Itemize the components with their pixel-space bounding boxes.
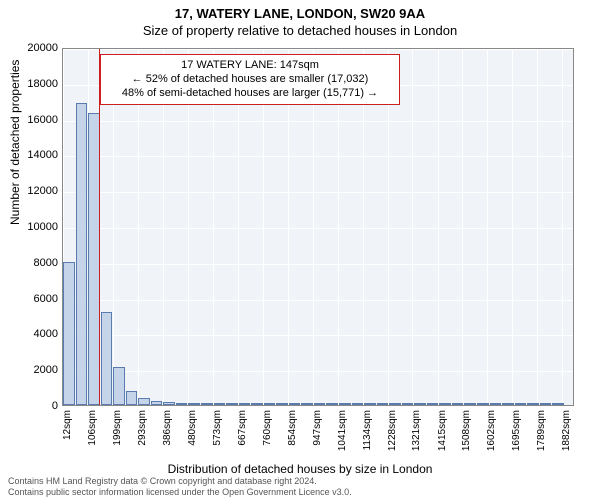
histogram-bar xyxy=(101,312,113,405)
x-tick-label: 480sqm xyxy=(187,410,198,455)
y-tick-label: 14000 xyxy=(18,149,58,161)
x-tick-label: 667sqm xyxy=(237,410,248,455)
histogram-bar xyxy=(188,403,200,405)
histogram-bar xyxy=(151,401,163,405)
title-main: 17, WATERY LANE, LONDON, SW20 9AA xyxy=(0,0,600,21)
footer-line-2: Contains public sector information licen… xyxy=(8,487,352,498)
x-tick-label: 1321sqm xyxy=(411,410,422,455)
annotation-line-3: 48% of semi-detached houses are larger (… xyxy=(109,87,391,101)
histogram-bar xyxy=(176,403,188,405)
gridline-vertical xyxy=(562,49,563,405)
x-tick-label: 1695sqm xyxy=(511,410,522,455)
y-tick-label: 0 xyxy=(18,400,58,412)
x-tick-label: 1134sqm xyxy=(362,410,373,455)
histogram-bar xyxy=(364,403,376,405)
histogram-bar xyxy=(301,403,313,405)
x-tick-label: 1882sqm xyxy=(561,410,572,455)
x-tick-label: 1508sqm xyxy=(461,410,472,455)
histogram-bar xyxy=(289,403,301,405)
histogram-bar xyxy=(113,367,125,405)
histogram-bar xyxy=(464,403,476,405)
y-tick-label: 6000 xyxy=(18,293,58,305)
histogram-bar xyxy=(251,403,263,405)
gridline-horizontal xyxy=(63,192,573,193)
y-tick-label: 4000 xyxy=(18,328,58,340)
histogram-bar xyxy=(540,403,552,405)
x-tick-label: 1602sqm xyxy=(486,410,497,455)
footer-line-1: Contains HM Land Registry data © Crown c… xyxy=(8,476,352,487)
histogram-bar xyxy=(552,403,564,405)
histogram-bar xyxy=(339,403,351,405)
annotation-line-2: ← 52% of detached houses are smaller (17… xyxy=(109,73,391,87)
histogram-bar xyxy=(326,403,338,405)
y-tick-label: 20000 xyxy=(18,42,58,54)
gridline-vertical xyxy=(412,49,413,405)
gridline-vertical xyxy=(462,49,463,405)
y-tick-label: 12000 xyxy=(18,185,58,197)
y-tick-label: 8000 xyxy=(18,257,58,269)
x-tick-label: 1228sqm xyxy=(387,410,398,455)
histogram-bar xyxy=(414,403,426,405)
histogram-bar xyxy=(490,403,502,405)
histogram-bar xyxy=(88,113,100,405)
histogram-bar xyxy=(63,262,75,405)
gridline-horizontal xyxy=(63,371,573,372)
histogram-bar xyxy=(527,403,539,405)
x-tick-label: 293sqm xyxy=(137,410,148,455)
gridline-horizontal xyxy=(63,49,573,50)
x-tick-label: 1789sqm xyxy=(536,410,547,455)
histogram-bar xyxy=(201,403,213,405)
gridline-horizontal xyxy=(63,300,573,301)
y-tick-label: 2000 xyxy=(18,364,58,376)
x-tick-label: 106sqm xyxy=(87,410,98,455)
histogram-bar xyxy=(389,403,401,405)
histogram-bar xyxy=(76,103,88,406)
gridline-horizontal xyxy=(63,156,573,157)
title-sub: Size of property relative to detached ho… xyxy=(0,21,600,38)
histogram-bar xyxy=(502,403,514,405)
gridline-horizontal xyxy=(63,121,573,122)
annotation-line-1: 17 WATERY LANE: 147sqm xyxy=(109,59,391,73)
x-tick-label: 854sqm xyxy=(287,410,298,455)
x-tick-label: 947sqm xyxy=(312,410,323,455)
histogram-bar xyxy=(352,403,364,405)
histogram-bar xyxy=(377,403,389,405)
histogram-bar xyxy=(452,403,464,405)
gridline-vertical xyxy=(512,49,513,405)
histogram-bar xyxy=(239,403,251,405)
gridline-horizontal xyxy=(63,264,573,265)
x-tick-label: 573sqm xyxy=(212,410,223,455)
histogram-bar xyxy=(126,391,138,405)
gridline-vertical xyxy=(487,49,488,405)
annotation-box: 17 WATERY LANE: 147sqm ← 52% of detached… xyxy=(100,54,400,105)
gridline-horizontal xyxy=(63,407,573,408)
x-tick-label: 199sqm xyxy=(112,410,123,455)
histogram-bar xyxy=(314,403,326,405)
gridline-vertical xyxy=(438,49,439,405)
x-tick-label: 760sqm xyxy=(262,410,273,455)
y-tick-label: 16000 xyxy=(18,114,58,126)
x-tick-label: 12sqm xyxy=(62,410,73,455)
y-tick-label: 10000 xyxy=(18,221,58,233)
histogram-bar xyxy=(427,403,439,405)
x-axis-label: Distribution of detached houses by size … xyxy=(0,462,600,476)
histogram-bar xyxy=(226,403,238,405)
histogram-bar xyxy=(214,403,226,405)
histogram-bar xyxy=(439,403,451,405)
x-tick-label: 386sqm xyxy=(162,410,173,455)
x-tick-label: 1041sqm xyxy=(337,410,348,455)
histogram-bar xyxy=(515,403,527,405)
histogram-bar xyxy=(402,403,414,405)
footer-attribution: Contains HM Land Registry data © Crown c… xyxy=(8,476,352,498)
histogram-bar xyxy=(276,403,288,405)
gridline-horizontal xyxy=(63,228,573,229)
gridline-vertical xyxy=(537,49,538,405)
histogram-bar xyxy=(264,403,276,405)
histogram-bar xyxy=(477,403,489,405)
histogram-bar xyxy=(138,398,150,405)
x-tick-label: 1415sqm xyxy=(437,410,448,455)
gridline-horizontal xyxy=(63,335,573,336)
y-tick-label: 18000 xyxy=(18,78,58,90)
histogram-bar xyxy=(163,402,175,405)
